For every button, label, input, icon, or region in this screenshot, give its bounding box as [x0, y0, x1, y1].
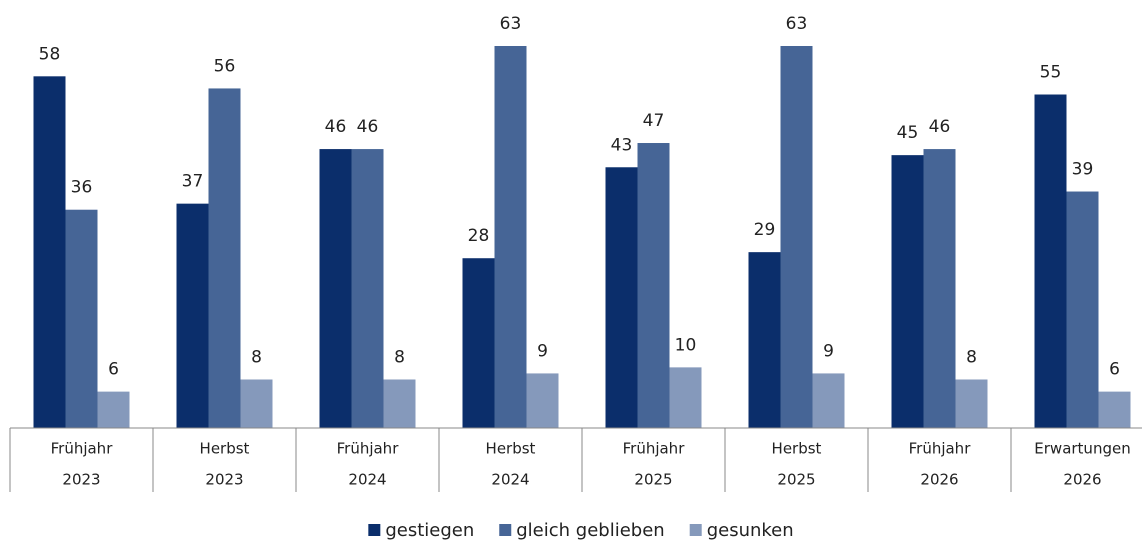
- legend-swatch: [368, 524, 381, 536]
- bar: [494, 46, 527, 428]
- data-label: 10: [675, 335, 697, 355]
- data-label: 9: [537, 341, 548, 361]
- x-tick-label: Erwartungen: [1034, 440, 1130, 458]
- bar: [605, 167, 638, 428]
- bar: [462, 258, 495, 428]
- data-label: 9: [823, 341, 834, 361]
- x-tick-label: Frühjahr: [51, 440, 114, 458]
- legend-label: gleich geblieben: [516, 520, 664, 541]
- data-label: 43: [611, 135, 633, 155]
- bar: [891, 155, 924, 428]
- data-label: 46: [929, 117, 951, 137]
- data-label: 46: [325, 117, 347, 137]
- data-label: 63: [786, 14, 808, 34]
- x-tick-label: Herbst: [200, 440, 250, 458]
- data-label: 8: [251, 347, 262, 367]
- data-label: 46: [357, 117, 379, 137]
- bar: [748, 252, 781, 428]
- data-label: 39: [1072, 160, 1094, 180]
- legend-label: gestiegen: [385, 520, 474, 541]
- bar: [33, 76, 66, 429]
- bar: [669, 367, 702, 428]
- x-tick-label: 2023: [62, 471, 100, 489]
- data-label: 56: [214, 56, 236, 76]
- data-label: 29: [754, 220, 776, 240]
- x-tick-label: Frühjahr: [337, 440, 400, 458]
- x-tick-label: 2025: [777, 471, 815, 489]
- bar: [351, 149, 384, 429]
- data-label: 6: [108, 360, 119, 380]
- data-label: 36: [71, 178, 93, 198]
- data-label: 45: [897, 123, 919, 143]
- x-tick-label: 2024: [348, 471, 386, 489]
- bar: [1098, 391, 1131, 428]
- x-tick-label: 2026: [1063, 471, 1101, 489]
- bar: [208, 88, 241, 428]
- bar: [319, 149, 352, 429]
- legend-swatch: [499, 524, 512, 536]
- bar: [780, 46, 813, 428]
- bar: [383, 379, 416, 428]
- data-label: 6: [1109, 360, 1120, 380]
- bar: [176, 203, 209, 428]
- legend-label: gesunken: [707, 520, 794, 541]
- data-label: 47: [643, 111, 665, 131]
- data-label: 63: [500, 14, 522, 34]
- x-tick-label: 2024: [491, 471, 529, 489]
- x-tick-label: Frühjahr: [909, 440, 972, 458]
- bar: [240, 379, 273, 428]
- data-label: 58: [39, 44, 61, 64]
- x-tick-label: 2026: [920, 471, 958, 489]
- data-label: 28: [468, 226, 490, 246]
- bar: [812, 373, 845, 428]
- data-label: 8: [394, 347, 405, 367]
- bar: [97, 391, 130, 428]
- bar: [923, 149, 956, 429]
- bar: [526, 373, 559, 428]
- x-tick-label: 2023: [205, 471, 243, 489]
- bar: [1066, 191, 1099, 428]
- data-label: 37: [182, 172, 204, 192]
- bar: [1034, 94, 1067, 428]
- x-tick-label: Herbst: [772, 440, 822, 458]
- legend-swatch: [689, 524, 702, 536]
- data-label: 8: [966, 347, 977, 367]
- legend: gestiegen gleich geblieben gesunken: [368, 520, 794, 541]
- x-tick-label: 2025: [634, 471, 672, 489]
- x-tick-label: Herbst: [486, 440, 536, 458]
- bar: [637, 143, 670, 428]
- x-tick-label: Frühjahr: [623, 440, 686, 458]
- bar: [65, 209, 98, 428]
- data-label: 55: [1040, 63, 1062, 83]
- bar: [955, 379, 988, 428]
